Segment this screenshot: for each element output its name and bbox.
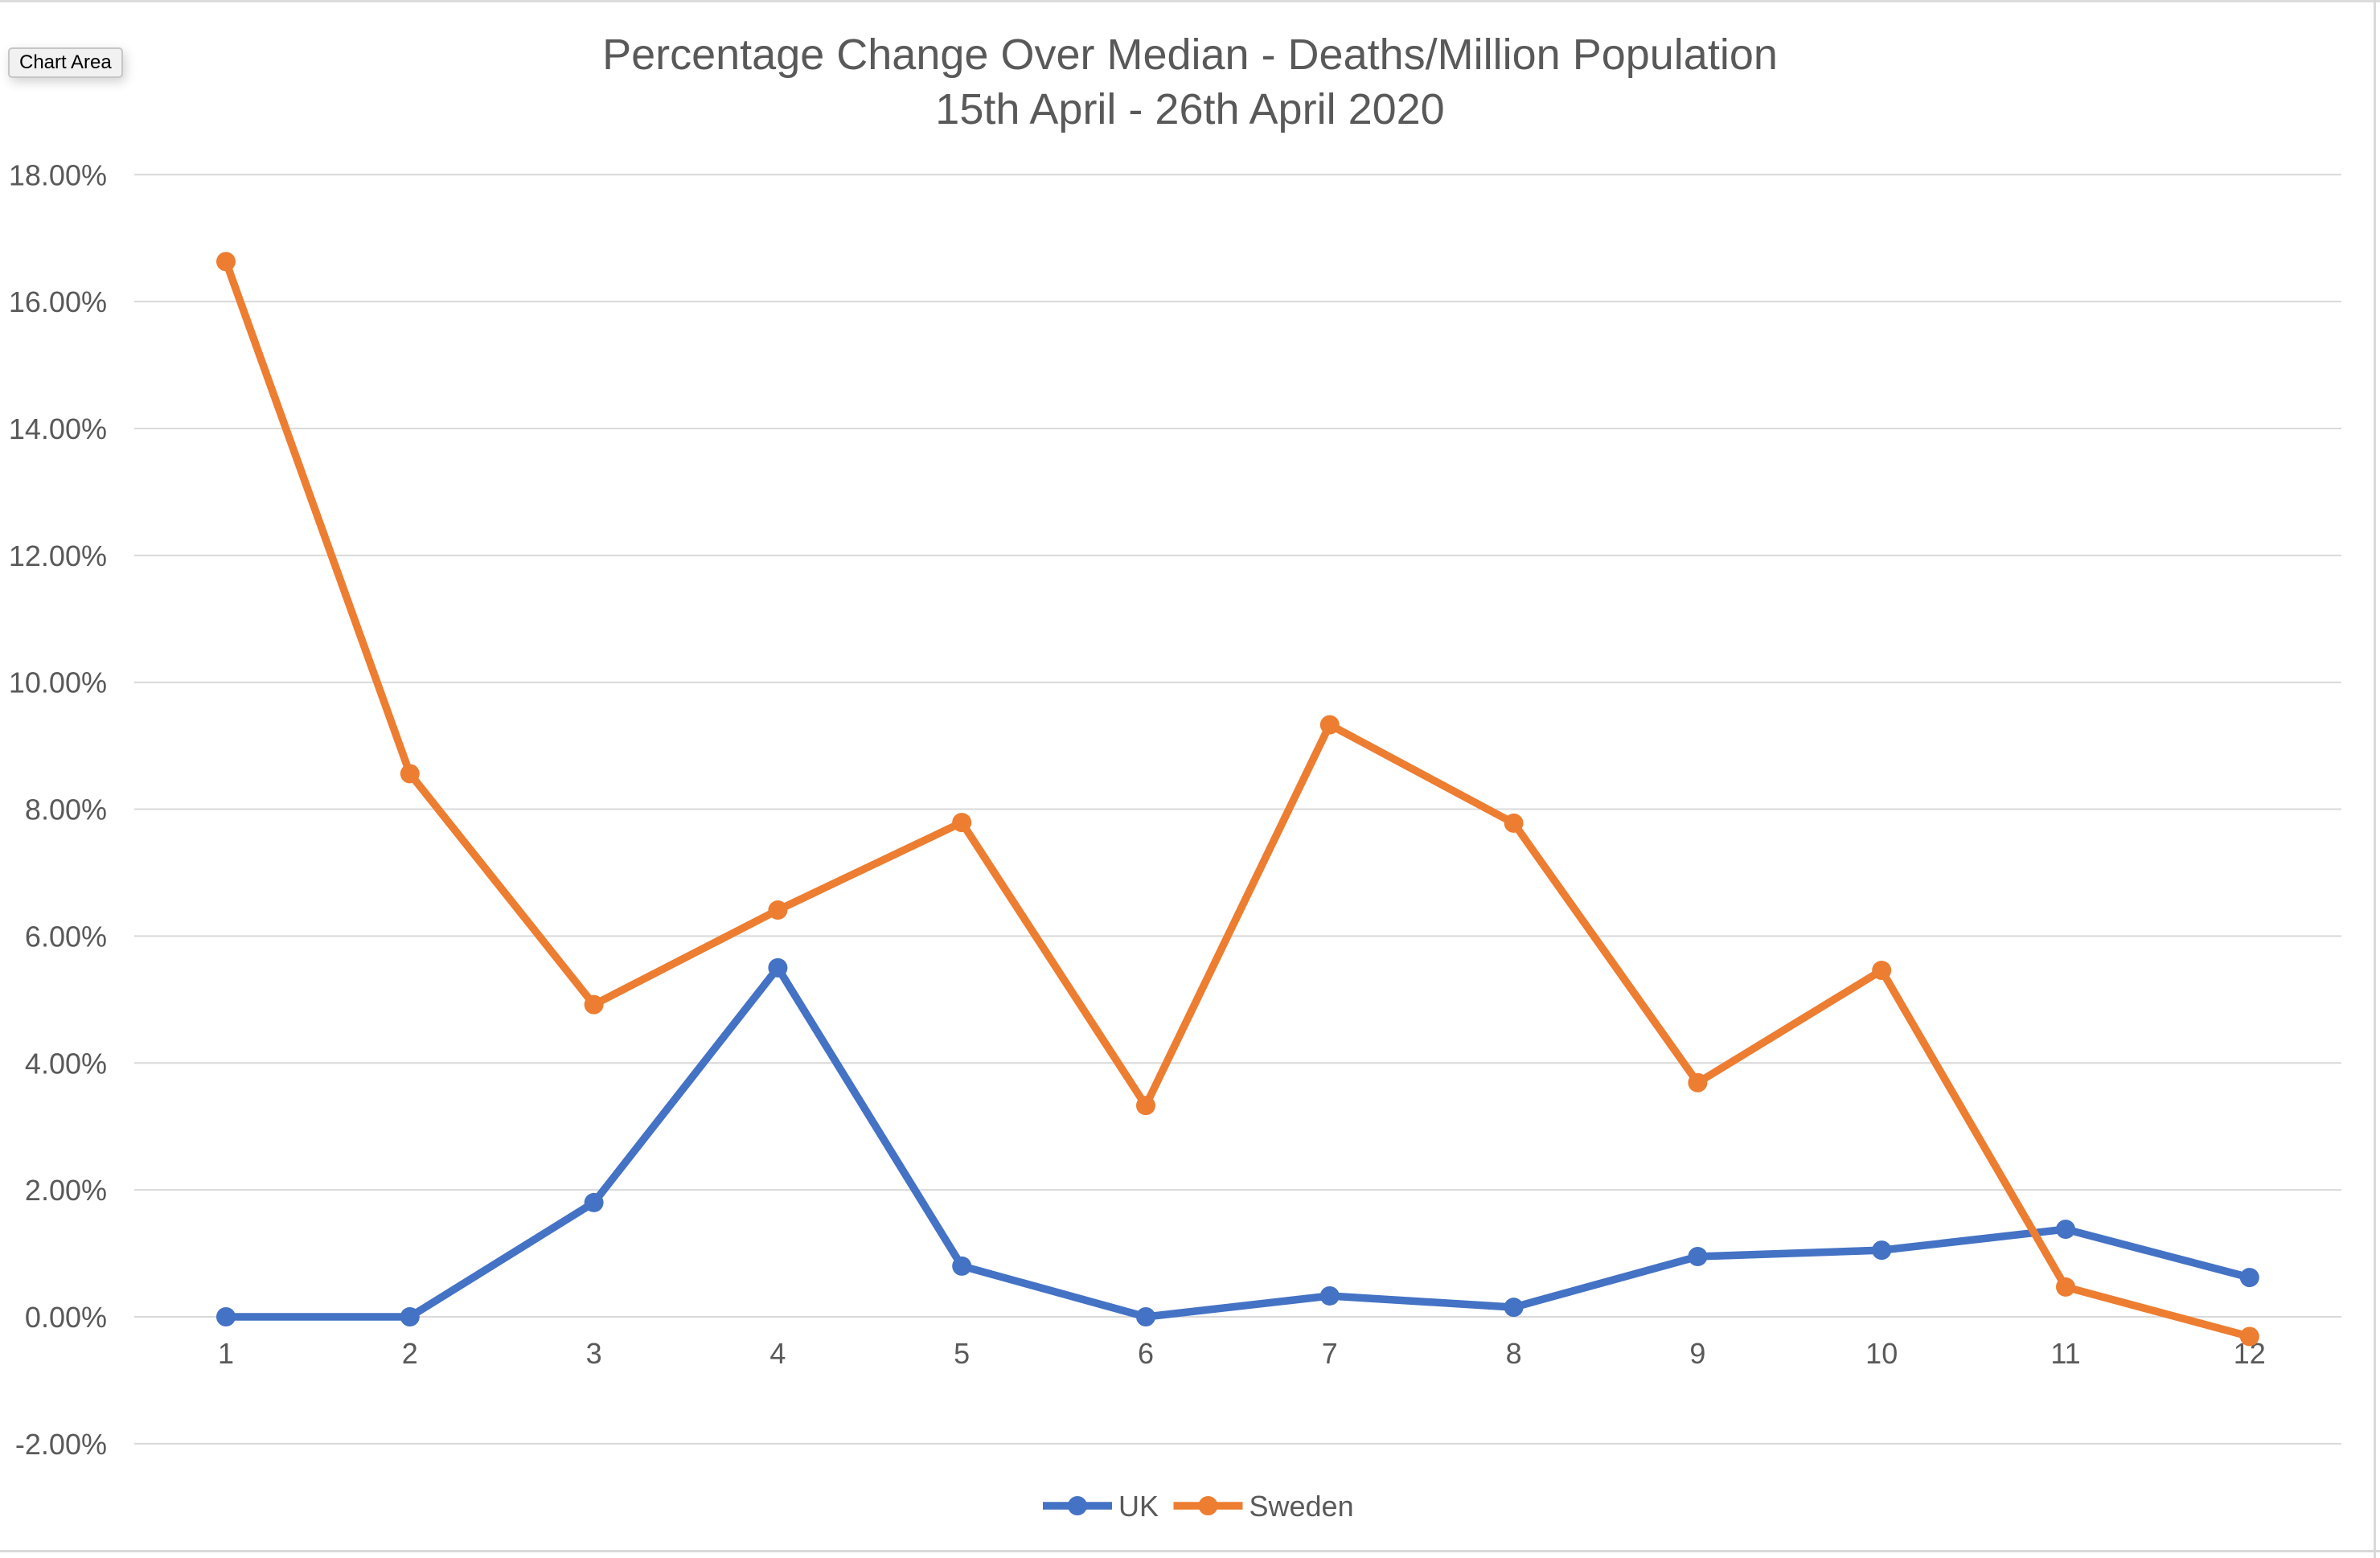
gridlines bbox=[134, 174, 2341, 1445]
series-Sweden-marker-4[interactable] bbox=[768, 900, 788, 920]
series-UK-marker-4[interactable] bbox=[768, 957, 788, 978]
series-UK[interactable] bbox=[216, 957, 2259, 1326]
y-tick-label-14: 14.00% bbox=[9, 412, 107, 445]
x-tick-label-3: 3 bbox=[586, 1337, 602, 1370]
x-tick-label-7: 7 bbox=[1322, 1337, 1338, 1370]
window-border-top bbox=[0, 0, 2380, 2]
x-tick-label-9: 9 bbox=[1689, 1337, 1705, 1370]
series-Sweden-marker-9[interactable] bbox=[1688, 1072, 1708, 1093]
y-tick-label-10: 10.00% bbox=[9, 666, 107, 699]
series-UK-marker-7[interactable] bbox=[1319, 1285, 1340, 1306]
chart-title-line2: 15th April - 26th April 2020 bbox=[935, 85, 1445, 133]
series-Sweden-marker-8[interactable] bbox=[1504, 813, 1524, 833]
series-UK-marker-9[interactable] bbox=[1688, 1247, 1708, 1267]
y-tick-label-6: 6.00% bbox=[25, 920, 107, 953]
series-Sweden-marker-10[interactable] bbox=[1872, 961, 1892, 981]
legend-marker-Sweden bbox=[1198, 1496, 1218, 1515]
x-tick-label-6: 6 bbox=[1138, 1337, 1154, 1370]
legend-item-Sweden[interactable]: Sweden bbox=[1173, 1490, 1354, 1523]
series-UK-marker-11[interactable] bbox=[2056, 1220, 2075, 1240]
series-UK-marker-10[interactable] bbox=[1872, 1240, 1892, 1261]
x-tick-label-2: 2 bbox=[402, 1337, 418, 1370]
x-tick-label-11: 11 bbox=[2050, 1337, 2080, 1370]
series-Sweden-marker-7[interactable] bbox=[1319, 715, 1340, 735]
series-Sweden-marker-12[interactable] bbox=[2239, 1326, 2259, 1347]
series-Sweden-marker-11[interactable] bbox=[2056, 1277, 2075, 1297]
series-UK-marker-12[interactable] bbox=[2239, 1268, 2259, 1288]
series-Sweden-marker-3[interactable] bbox=[584, 994, 604, 1015]
series-Sweden-marker-5[interactable] bbox=[952, 813, 972, 833]
y-tick-label-18: 18.00% bbox=[9, 158, 107, 191]
x-tick-label-5: 5 bbox=[954, 1337, 970, 1370]
series-UK-marker-2[interactable] bbox=[400, 1307, 420, 1326]
legend-marker-UK bbox=[1068, 1496, 1087, 1515]
chart-title-line1: Percentage Change Over Median - Deaths/M… bbox=[602, 31, 1778, 79]
y-tick-label-12: 12.00% bbox=[9, 539, 107, 572]
series-UK-line[interactable] bbox=[222, 964, 2254, 1321]
y-tick-label--2: -2.00% bbox=[15, 1428, 107, 1461]
x-tick-label-1: 1 bbox=[218, 1337, 234, 1370]
legend-label-Sweden: Sweden bbox=[1250, 1490, 1354, 1523]
chart-title[interactable]: Percentage Change Over Median - Deaths/M… bbox=[0, 27, 2380, 137]
series-UK-marker-8[interactable] bbox=[1504, 1298, 1524, 1318]
series-UK-marker-1[interactable] bbox=[216, 1307, 236, 1326]
legend[interactable]: UK Sweden bbox=[1043, 1490, 1354, 1523]
series-Sweden-marker-2[interactable] bbox=[400, 764, 420, 784]
chart-area-tooltip: Chart Area bbox=[8, 47, 123, 78]
series-UK-marker-3[interactable] bbox=[584, 1192, 604, 1212]
window-border-bottom bbox=[0, 1550, 2380, 1552]
series-Sweden-marker-6[interactable] bbox=[1136, 1096, 1155, 1116]
chart-area-tooltip-label: Chart Area bbox=[19, 51, 112, 73]
legend-item-UK[interactable]: UK bbox=[1043, 1490, 1159, 1523]
window-border-right bbox=[2374, 0, 2376, 1558]
y-tick-label-8: 8.00% bbox=[25, 793, 107, 826]
series-UK-marker-6[interactable] bbox=[1136, 1307, 1155, 1326]
x-axis-tick-labels: 1 2 3 4 5 6 7 8 9 10 11 12 bbox=[218, 1337, 2266, 1370]
y-tick-label-2: 2.00% bbox=[25, 1174, 107, 1207]
y-tick-label-16: 16.00% bbox=[9, 285, 107, 318]
x-tick-label-4: 4 bbox=[769, 1337, 786, 1370]
x-tick-label-8: 8 bbox=[1506, 1337, 1522, 1370]
y-tick-label-4: 4.00% bbox=[25, 1047, 107, 1080]
legend-label-UK: UK bbox=[1118, 1490, 1159, 1523]
x-tick-label-10: 10 bbox=[1865, 1337, 1898, 1370]
series-UK-marker-5[interactable] bbox=[952, 1256, 972, 1276]
series-Sweden-line[interactable] bbox=[222, 257, 2254, 1341]
y-tick-label-0: 0.00% bbox=[25, 1301, 107, 1334]
y-axis-tick-labels: 18.00% 16.00% 14.00% 12.00% 10.00% 8.00% 6.00%… bbox=[9, 158, 107, 1461]
series-Sweden[interactable] bbox=[216, 252, 2259, 1347]
series-Sweden-marker-1[interactable] bbox=[216, 252, 236, 272]
